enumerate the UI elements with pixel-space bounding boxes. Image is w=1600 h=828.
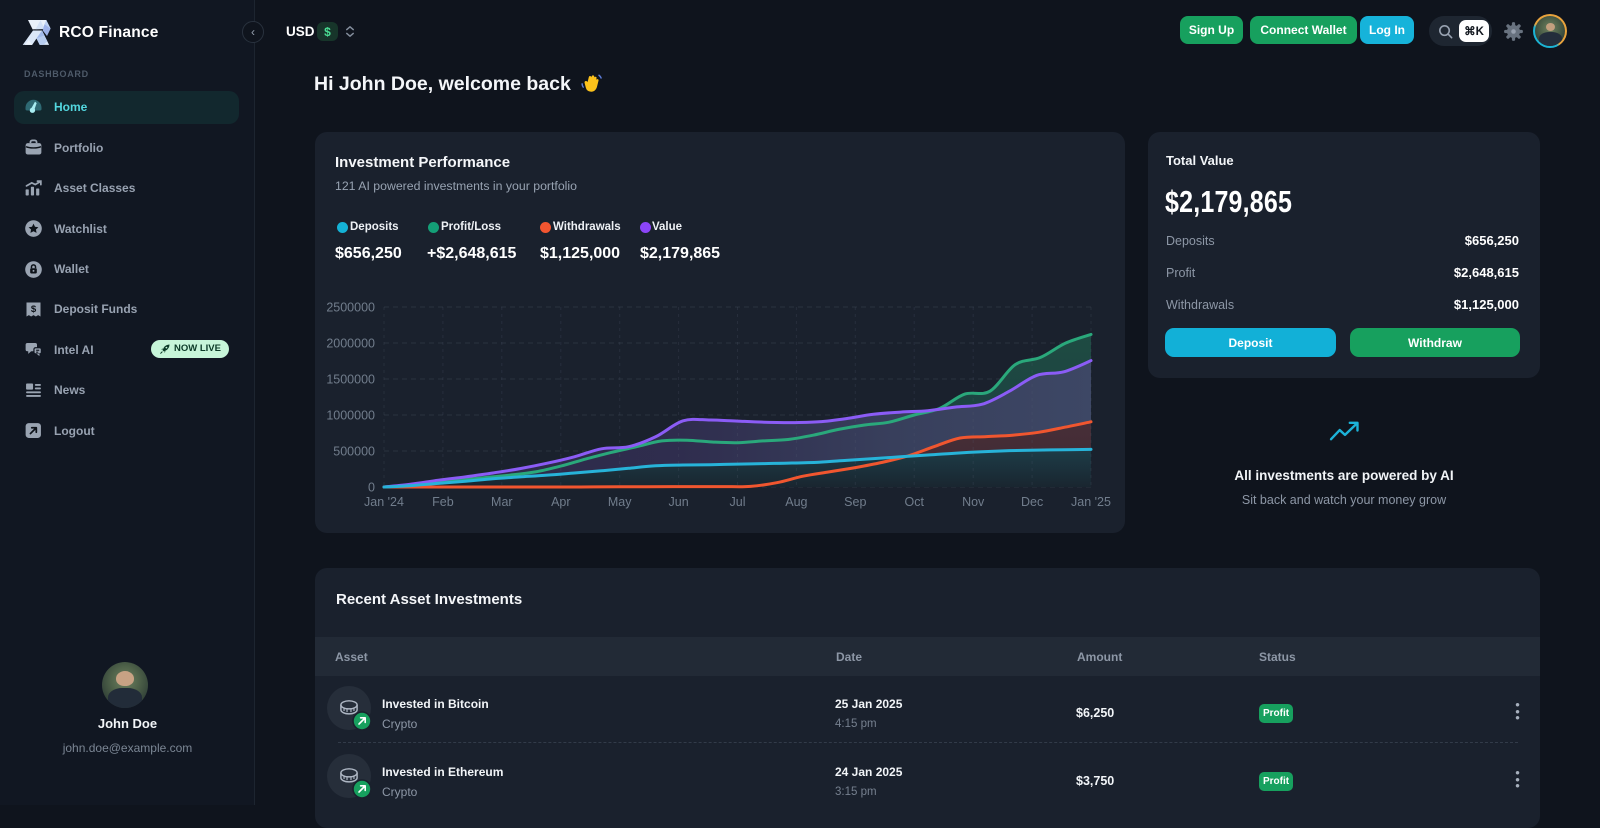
svg-text:Mar: Mar — [491, 495, 513, 509]
svg-text:$: $ — [31, 304, 37, 315]
svg-text:2500000: 2500000 — [326, 301, 375, 315]
svg-text:Jul: Jul — [730, 495, 746, 509]
svg-text:Jan '25: Jan '25 — [1071, 495, 1111, 509]
svg-text:Dec: Dec — [1021, 495, 1043, 509]
svg-text:500000: 500000 — [333, 445, 375, 459]
svg-text:Apr: Apr — [551, 495, 570, 509]
svg-text:Oct: Oct — [904, 495, 924, 509]
svg-text:Jan '24: Jan '24 — [364, 495, 404, 509]
svg-text:Feb: Feb — [432, 495, 454, 509]
svg-text:1000000: 1000000 — [326, 409, 375, 423]
svg-text:1500000: 1500000 — [326, 373, 375, 387]
svg-text:Aug: Aug — [785, 495, 807, 509]
svg-text:0: 0 — [368, 481, 375, 495]
svg-text:2000000: 2000000 — [326, 337, 375, 351]
svg-text:Jun: Jun — [669, 495, 689, 509]
svg-text:May: May — [608, 495, 632, 509]
svg-text:Nov: Nov — [962, 495, 985, 509]
svg-text:Sep: Sep — [844, 495, 866, 509]
